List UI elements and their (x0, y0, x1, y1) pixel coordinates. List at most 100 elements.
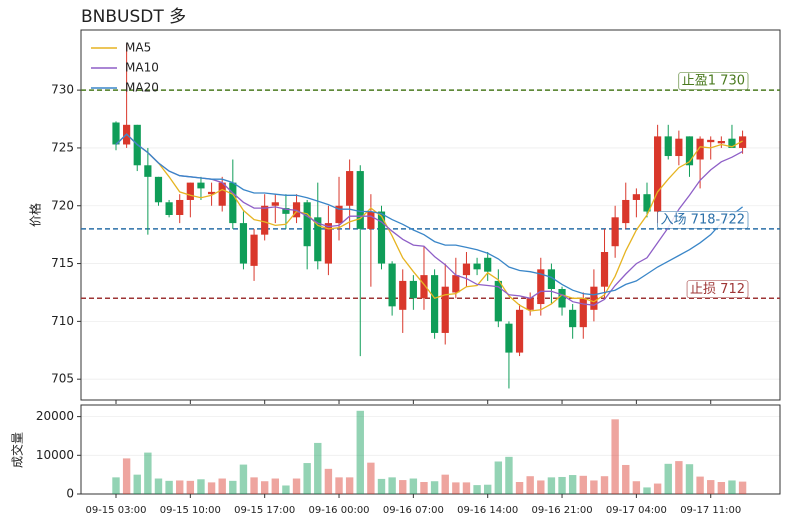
volume-bar (186, 480, 195, 494)
volume-bar (462, 482, 471, 494)
volume-bar (154, 478, 163, 494)
candle-body (314, 217, 322, 262)
level-label-box (678, 72, 749, 90)
volume-bar (600, 476, 609, 494)
volume-axis-label: 成交量 (10, 432, 25, 468)
candle-body (707, 139, 715, 143)
candle-body (526, 298, 534, 310)
candle-body (399, 280, 407, 310)
y-tick-label: 710 (51, 314, 74, 328)
candle-body (441, 286, 449, 333)
volume-bar (303, 463, 311, 494)
candle-body (484, 257, 492, 272)
candle-body (505, 323, 513, 353)
candle-body (409, 280, 417, 299)
x-tick-label: 09-16 00:00 (308, 505, 369, 516)
volume-bar (537, 480, 545, 494)
volume-bar (547, 477, 556, 494)
volume-bar (165, 480, 173, 494)
volume-bar (176, 480, 184, 494)
x-tick-label: 09-15 17:00 (234, 505, 295, 516)
candle-body (579, 298, 587, 328)
volume-bar (271, 478, 279, 494)
volume-bar (292, 478, 301, 494)
candle-body (165, 202, 173, 215)
volume-bar (229, 480, 237, 494)
volume-bar (473, 485, 481, 494)
candle-body (261, 205, 269, 235)
ma-line (115, 133, 743, 306)
candle-body (303, 202, 311, 247)
volume-bar (144, 452, 152, 494)
volume-bar (133, 474, 141, 494)
volume-bar (590, 480, 598, 494)
candle-body (356, 171, 364, 229)
candle-body (590, 286, 598, 310)
volume-bar (441, 474, 449, 494)
candle-body (654, 136, 662, 212)
volume-bar (738, 481, 747, 494)
candle-body (738, 136, 747, 148)
candle-body (271, 202, 279, 206)
volume-bar (409, 478, 418, 494)
volume-bar (197, 479, 205, 494)
candle-body (643, 194, 651, 212)
volume-bar (558, 476, 566, 494)
candle-body (537, 269, 545, 305)
candle-body (611, 217, 619, 247)
candle-body (346, 171, 354, 206)
ma-line (115, 133, 743, 296)
candle-body (462, 263, 471, 276)
candle-body (377, 211, 386, 264)
volume-bar (207, 482, 216, 494)
candle-body (728, 138, 736, 148)
plot-frame (80, 404, 781, 495)
volume-bar (696, 476, 704, 494)
candle-body (675, 138, 683, 157)
y-tick-label: 0 (66, 487, 74, 501)
candle-body (622, 199, 630, 224)
y-axis-label: 价格 (28, 203, 43, 227)
candle-body (494, 280, 502, 322)
y-tick-label: 20000 (36, 409, 74, 423)
volume-bar (611, 419, 619, 494)
volume-bar (122, 458, 131, 494)
x-tick-label: 09-17 11:00 (680, 505, 741, 516)
ma-line (115, 133, 743, 312)
level-label-box (686, 280, 749, 299)
candle-body (696, 138, 704, 160)
volume-bar (685, 464, 694, 494)
x-tick-label: 09-16 21:00 (532, 505, 593, 516)
level-label: 入场 718-722 (661, 212, 745, 227)
candle-body (324, 223, 332, 264)
candle-body (229, 182, 237, 224)
candle-body (569, 309, 577, 328)
legend-label: MA10 (125, 61, 159, 75)
y-tick-label: 725 (51, 140, 74, 154)
volume-bar (430, 481, 439, 494)
volume-bar (664, 463, 672, 494)
volume-bar (356, 410, 364, 494)
volume-bar (250, 477, 258, 494)
volume-bar (526, 476, 534, 494)
volume-bar (335, 477, 343, 494)
candle-body (717, 141, 725, 144)
chart-title: BNBUSDT 多 (81, 7, 186, 27)
volume-bar (345, 477, 354, 494)
volume-bar (728, 480, 736, 494)
volume-bar (707, 480, 715, 494)
y-tick-label: 10000 (36, 448, 74, 462)
candle-body (144, 165, 152, 177)
y-tick-label: 730 (51, 83, 74, 97)
candle-body (473, 263, 481, 270)
volume-bar (515, 482, 524, 494)
candle-body (632, 194, 640, 200)
candle-body (282, 208, 290, 214)
candle-body (176, 199, 184, 215)
x-tick-label: 09-15 10:00 (160, 505, 221, 516)
candle-body (547, 269, 556, 289)
candle-body (431, 275, 439, 333)
candle-body (335, 205, 343, 224)
